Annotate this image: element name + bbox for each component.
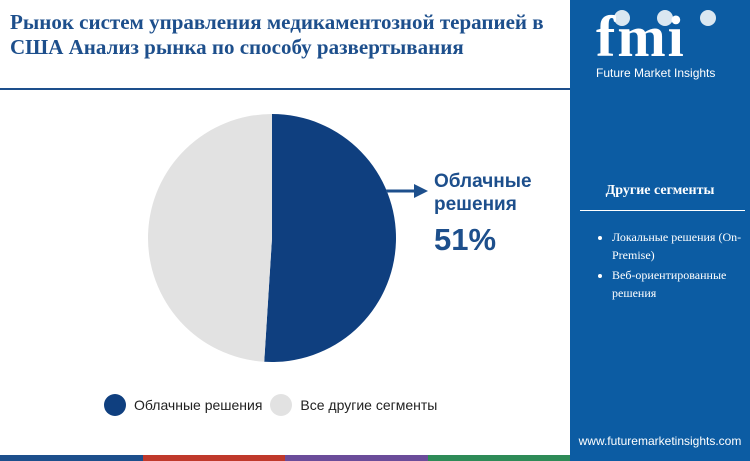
sidebar-divider: [580, 210, 745, 211]
legend-item-other: Все другие сегменты: [270, 394, 437, 416]
list-item: Локальные решения (On-Premise): [612, 228, 750, 264]
callout-value: 51%: [434, 222, 497, 257]
bottom-bar-segment: [427, 455, 570, 461]
logo-tagline: Future Market Insights: [596, 66, 716, 80]
callout-arrow-icon: [386, 184, 428, 198]
legend-swatch-other: [270, 394, 293, 416]
callout-label: Облачные решения: [434, 171, 532, 215]
bottom-bar-segment: [0, 455, 143, 461]
bottom-bar-segment: [142, 455, 285, 461]
pie-chart: [148, 114, 397, 362]
pie-slices: [148, 114, 397, 362]
website-url: www.futuremarketinsights.com: [578, 434, 742, 448]
logo-globe-icon: [614, 10, 716, 26]
legend: Облачные решения Все другие сегменты: [104, 394, 445, 416]
title-divider: [0, 88, 570, 90]
sidebar: fmi Future Market Insights Другие сегмен…: [570, 0, 750, 461]
logo: fmi: [596, 4, 686, 69]
callout: Облачные решения 51%: [434, 170, 554, 260]
bottom-bar-segment: [285, 455, 428, 461]
pie-slice-other: [148, 114, 272, 362]
chart-title: Рынок систем управления медикаментозной …: [10, 10, 544, 59]
other-segments-heading: Другие сегменты: [605, 183, 715, 198]
list-item: Веб-ориентированные решения: [612, 266, 750, 302]
other-segments-list: Локальные решения (On-Premise) Веб-ориен…: [594, 228, 750, 304]
bottom-color-bar: [0, 455, 570, 461]
legend-label-other: Все другие сегменты: [300, 397, 438, 413]
legend-label-cloud: Облачные решения: [134, 397, 263, 413]
pie-slice-cloud: [264, 114, 397, 362]
legend-swatch-cloud: [104, 394, 126, 416]
legend-item-cloud: Облачные решения: [104, 394, 262, 416]
